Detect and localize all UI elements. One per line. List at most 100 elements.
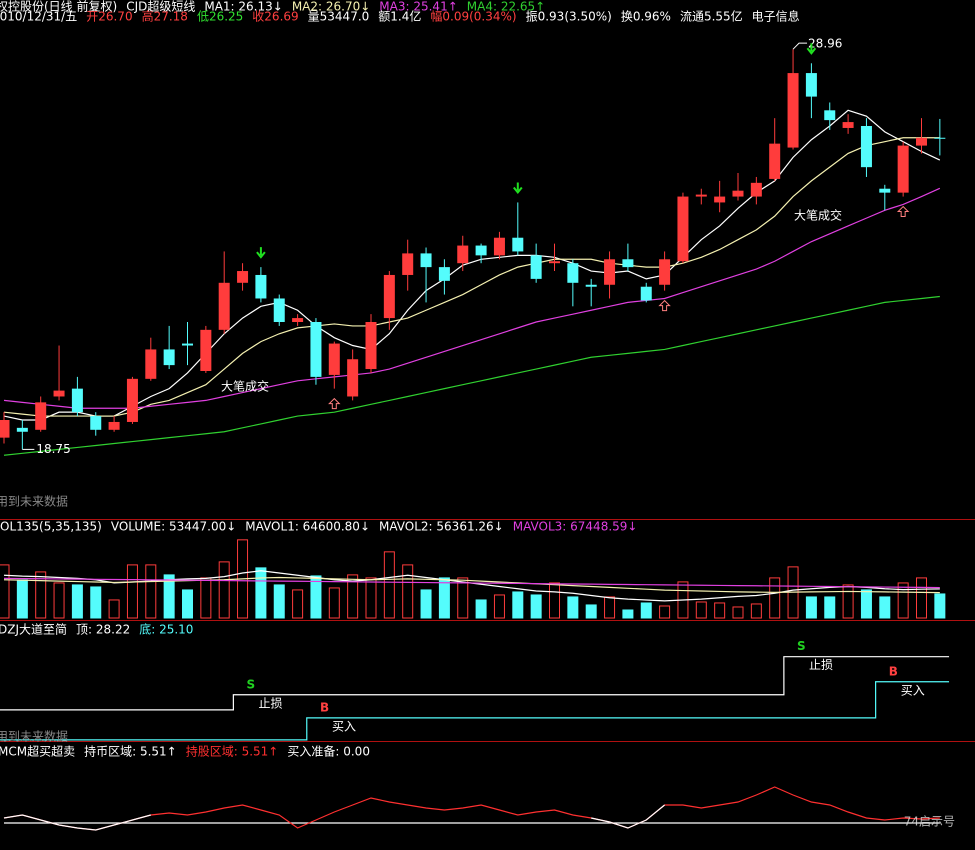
indicator-line xyxy=(3,786,940,831)
watermark: 74启示号 xyxy=(904,815,955,829)
sell-arrow xyxy=(513,182,523,195)
volume-bar xyxy=(273,584,285,619)
volume-bar xyxy=(90,586,102,619)
candle-body xyxy=(622,259,634,268)
legend-text: 量53447.0 xyxy=(308,10,370,24)
candle-body xyxy=(145,349,157,379)
step-line xyxy=(0,656,950,711)
volume-bar xyxy=(530,594,542,619)
volume-bar xyxy=(126,564,138,619)
candle-body xyxy=(732,190,744,197)
candle-body xyxy=(218,282,230,330)
candle-body xyxy=(475,245,487,256)
candle-body xyxy=(53,390,65,397)
candle-body xyxy=(769,143,781,179)
candle-body xyxy=(200,329,212,371)
candle-body xyxy=(71,388,83,413)
volume-bar xyxy=(659,605,671,619)
step-line xyxy=(0,681,950,741)
volume-bar xyxy=(438,577,450,619)
low-label: 18.75 xyxy=(36,442,70,456)
signal-letter: B xyxy=(889,664,898,678)
annotation: 大笔成交 xyxy=(794,208,842,223)
candle-body xyxy=(787,73,799,148)
volume-bar xyxy=(824,596,836,619)
volume-bar xyxy=(108,599,120,619)
candle-body xyxy=(365,322,377,370)
candle-body xyxy=(420,253,432,268)
candle-body xyxy=(530,255,542,279)
candle-body xyxy=(182,343,193,346)
volume-bar xyxy=(163,574,175,619)
signal-letter: B xyxy=(320,700,329,714)
moving-average xyxy=(3,137,940,417)
volume-bar xyxy=(145,564,157,619)
legend-text: MCM超买超卖 xyxy=(0,744,75,759)
candle-body xyxy=(255,274,267,299)
signal-label: 止损 xyxy=(809,658,833,672)
candle-body xyxy=(457,245,469,264)
legend-text: 额1.4亿 xyxy=(378,9,421,24)
candle-body xyxy=(824,110,836,121)
legend-text: 持币区域: 5.51↑ xyxy=(84,744,177,759)
volume-bar xyxy=(182,589,193,619)
candle-body xyxy=(402,253,414,275)
volume-bar xyxy=(732,606,744,619)
volume-bar xyxy=(567,596,579,619)
legend-text: 收26.69 xyxy=(252,10,298,24)
legend-text: 低26.25 xyxy=(197,10,243,24)
volume-bar xyxy=(604,596,616,619)
volume-bar xyxy=(897,582,909,619)
volume-bar xyxy=(512,591,524,619)
candle-body xyxy=(750,182,762,197)
legend-text: 买入准备: 0.00 xyxy=(287,745,370,759)
legend-text: 电子信息 xyxy=(752,9,800,24)
candle-body xyxy=(108,421,120,430)
volume-bar xyxy=(71,584,83,619)
volume-bar xyxy=(750,603,762,619)
volume-bar xyxy=(383,551,395,619)
moving-average xyxy=(3,187,941,409)
candle-body xyxy=(0,420,10,438)
candle-body xyxy=(695,194,707,197)
signal-label: 止损 xyxy=(259,696,283,710)
signal-letter: S xyxy=(797,639,806,653)
volume-bar xyxy=(549,582,560,619)
candle-body xyxy=(860,126,872,168)
legend-text: 高27.18 xyxy=(142,9,188,24)
signal-label: 买入 xyxy=(332,719,356,733)
note: 用到未来数据 xyxy=(0,729,68,744)
volume-bar xyxy=(640,602,652,619)
volume-bar xyxy=(365,577,377,619)
signal-letter: S xyxy=(247,677,256,691)
legend-text: VOLUME: 53447.00↓ xyxy=(111,520,236,534)
note: 用到未来数据 xyxy=(0,494,68,509)
high-label: 28.96 xyxy=(808,37,842,51)
candle-body xyxy=(438,267,450,281)
candle-body xyxy=(35,402,47,430)
volume-bar xyxy=(714,602,726,619)
candle-body xyxy=(310,322,322,377)
candle-body xyxy=(328,343,340,375)
candle-body xyxy=(640,286,652,301)
buy-arrow xyxy=(658,299,671,312)
candle-body xyxy=(512,237,524,252)
candle-body xyxy=(292,318,304,322)
legend-text: CJD超级短线 xyxy=(126,0,195,14)
candle-body xyxy=(916,137,927,146)
candle-body xyxy=(237,271,249,283)
candle-body xyxy=(805,73,817,97)
sell-arrow xyxy=(256,247,266,259)
volume-bar xyxy=(493,594,505,619)
volume-average xyxy=(3,577,940,589)
candle-body xyxy=(163,349,175,366)
candle-body xyxy=(549,261,560,264)
candle-body xyxy=(604,259,616,285)
candle-body xyxy=(16,427,28,432)
candle-body xyxy=(273,298,285,322)
legend-text: MAVOL1: 64600.80↓ xyxy=(245,520,370,534)
moving-average xyxy=(3,109,941,421)
legend-text: 幅0.09(0.34%) xyxy=(430,9,516,24)
